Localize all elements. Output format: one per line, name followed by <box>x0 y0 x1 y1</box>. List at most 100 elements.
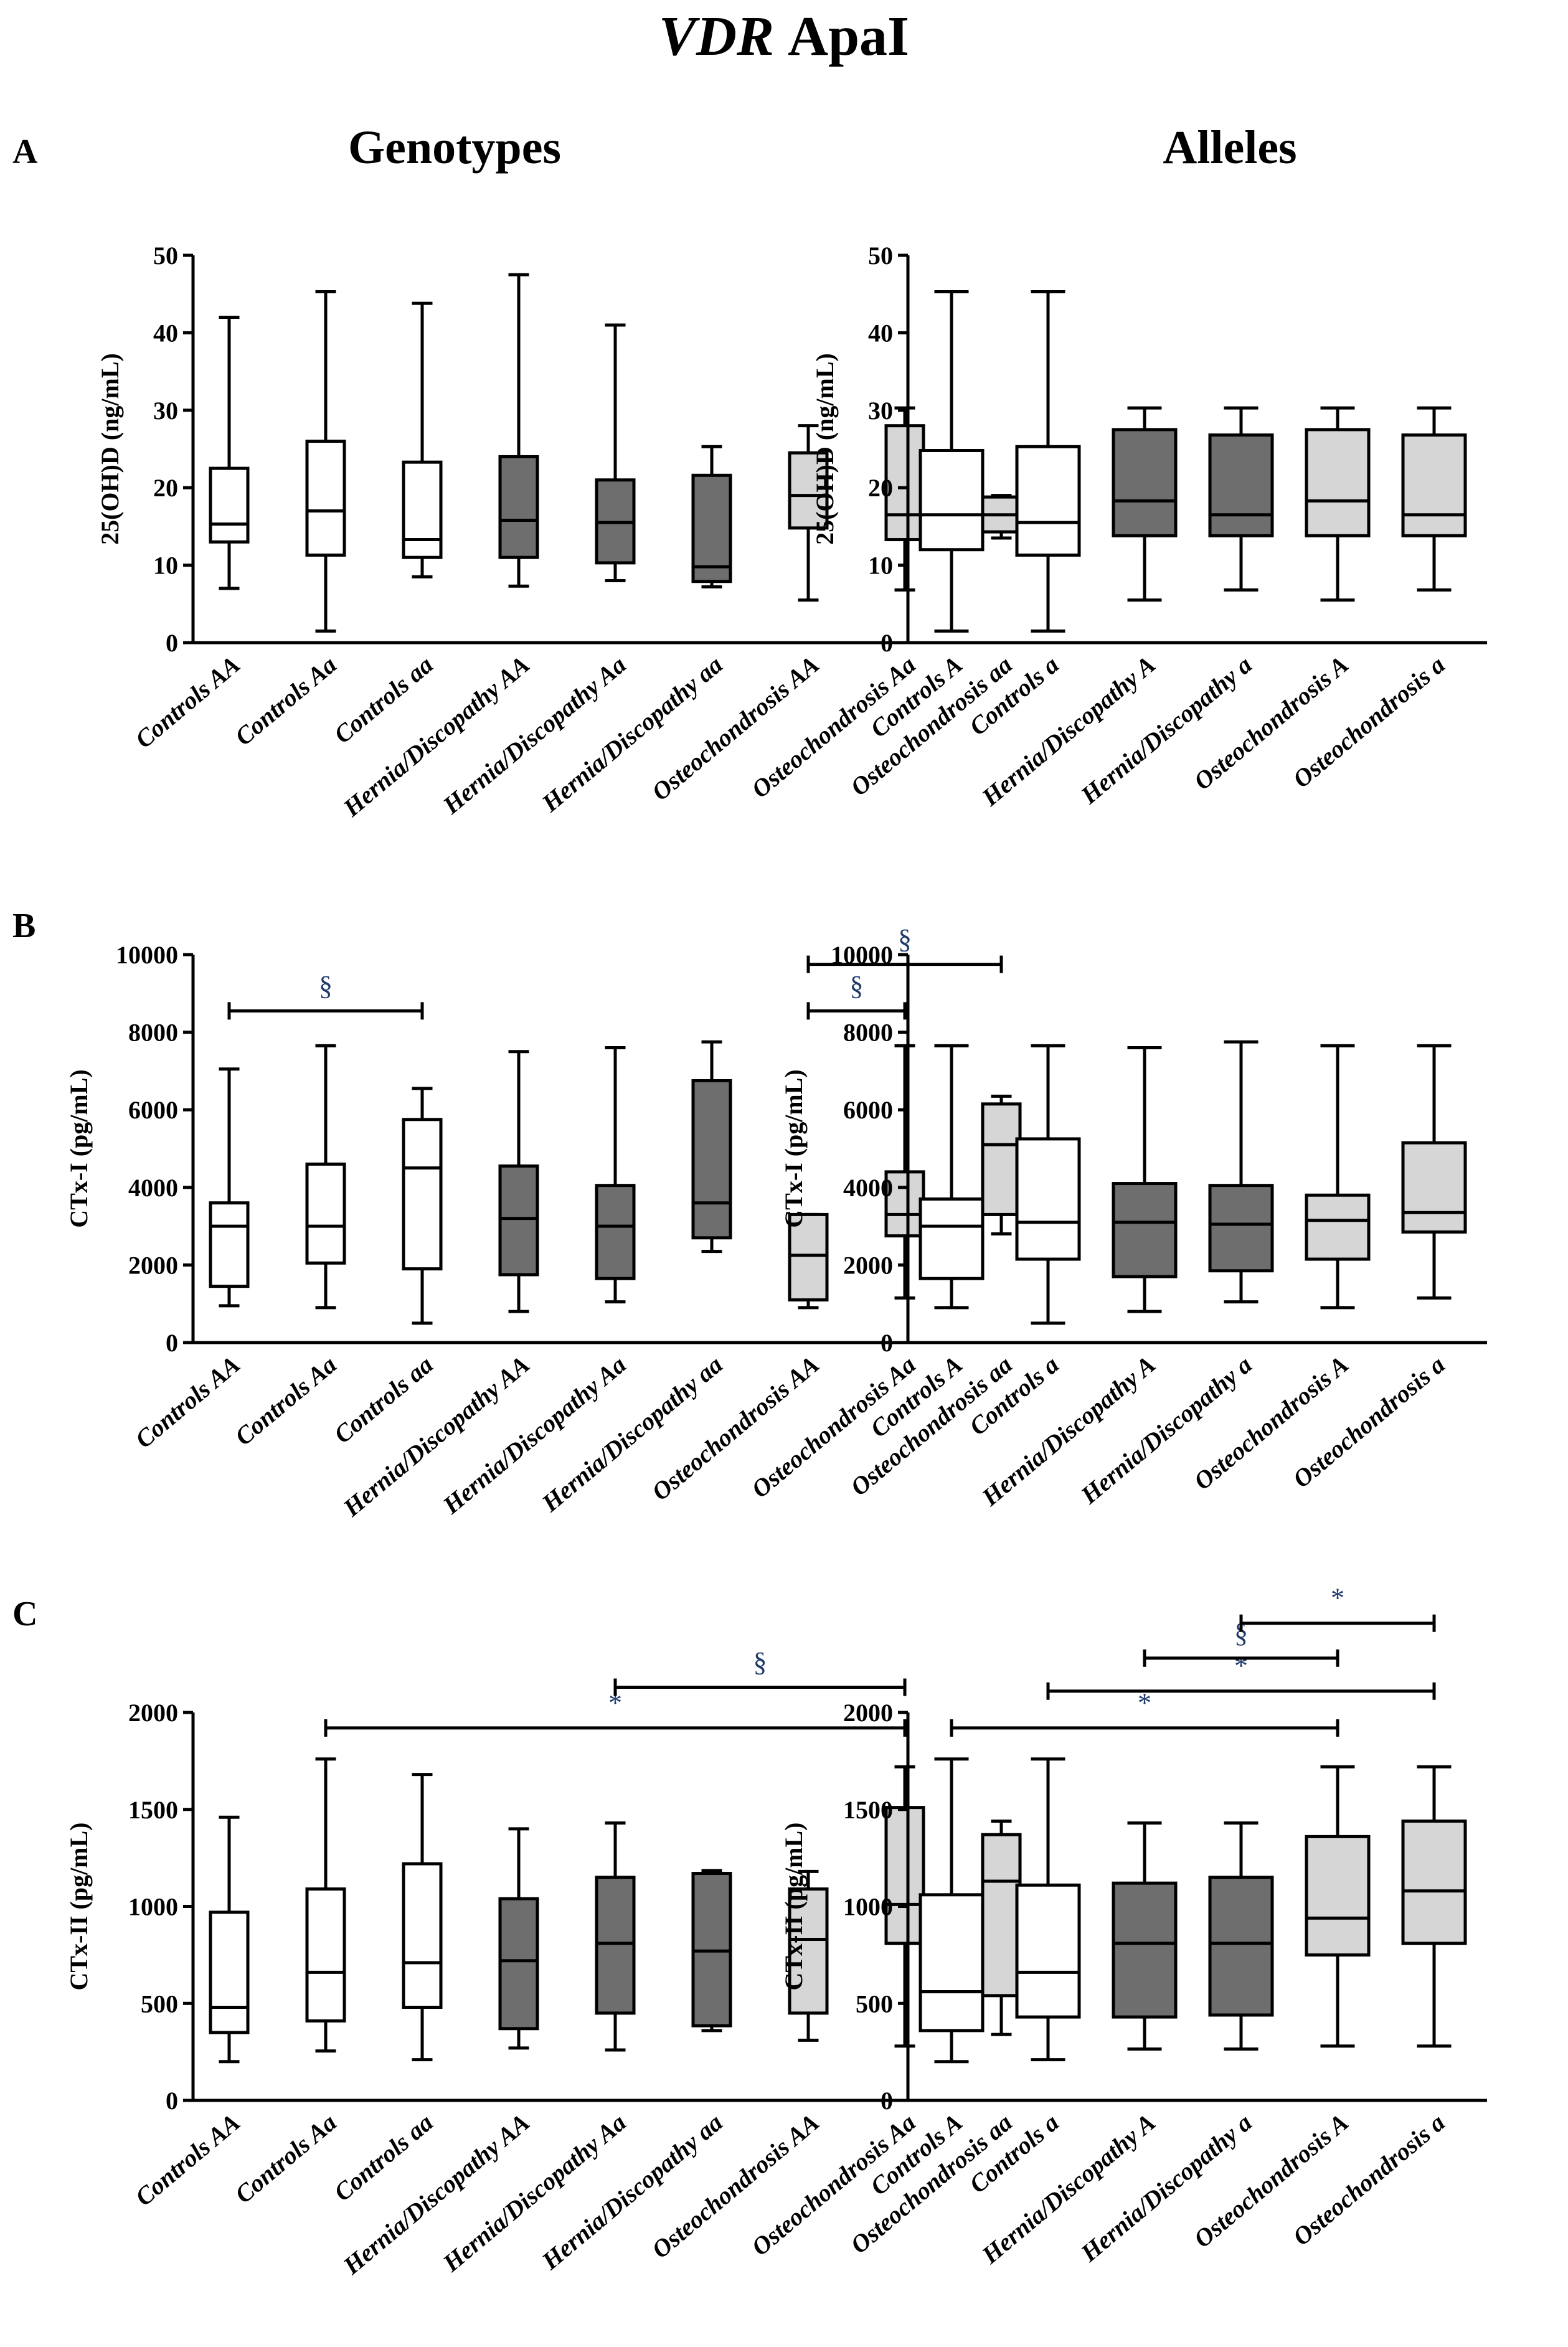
x-category-label: Hernia/Discopathy AA <box>338 1350 535 1522</box>
box-iqr <box>305 1887 346 2023</box>
significance-bracket: * <box>1239 1583 1436 1632</box>
box-controls-aa: Controls AA <box>130 316 250 753</box>
chart-B-genotypes: 0 2000 4000 6000 8000 10000 CTx-I (pg/mL) Contr… <box>65 924 1042 1523</box>
y-axis-label: CTx-II (pg/mL) <box>65 1822 93 1990</box>
y-tick-label: 0 <box>166 629 178 657</box>
significance-bracket: § <box>227 970 424 1020</box>
significance-bracket: § <box>806 924 1003 973</box>
y-tick-label: 50 <box>153 242 178 270</box>
box-iqr <box>919 448 985 552</box>
y-tick-label: 50 <box>868 242 893 270</box>
box-iqr <box>884 1170 925 1238</box>
x-category-label: Hernia/Discopathy Aa <box>437 650 631 819</box>
x-category-label: Controls AA <box>130 2108 245 2211</box>
title-gene: VDR <box>659 6 774 67</box>
y-tick-label: 1500 <box>128 1796 178 1824</box>
y-tick-label: 30 <box>868 397 893 425</box>
box-iqr <box>1305 1835 1371 1957</box>
x-category-label: Hernia/Discopathy aa <box>536 1350 728 1518</box>
x-category-label: Hernia/Discopathy AA <box>338 2108 535 2280</box>
y-tick-label: 10 <box>153 552 178 580</box>
y-tick-label: 0 <box>166 2087 178 2115</box>
box-iqr <box>1401 433 1467 537</box>
box-osteochondrosis-aa: Osteochondrosis aa <box>845 1819 1022 2259</box>
box-iqr <box>498 1164 539 1277</box>
box-iqr <box>919 1197 985 1280</box>
box-iqr <box>1015 1137 1081 1261</box>
y-tick-label: 8000 <box>128 1019 178 1047</box>
y-tick-label: 40 <box>153 319 178 347</box>
bracket-significance-label: * <box>1331 1583 1344 1613</box>
box-iqr <box>1015 1883 1081 2019</box>
significance-bracket: * <box>950 1688 1339 1737</box>
y-tick-label: 4000 <box>843 1174 893 1202</box>
y-tick-label: 1500 <box>843 1796 893 1824</box>
x-category-label: Osteochondrosis AA <box>646 650 824 806</box>
y-axis-label: CTx-I (pg/mL) <box>65 1069 93 1227</box>
y-tick-label: 10000 <box>831 941 893 969</box>
box-iqr <box>1112 1881 1178 2019</box>
box-iqr <box>919 1893 985 2033</box>
x-category-label: Controls Aa <box>230 2108 342 2208</box>
y-axis-label: CTx-II (pg/mL) <box>780 1822 808 1990</box>
y-tick-label: 30 <box>153 397 178 425</box>
box-iqr <box>788 1212 829 1301</box>
box-controls-a: Controls A <box>865 1044 985 1443</box>
box-iqr <box>691 473 732 583</box>
y-tick-label: 500 <box>141 1990 178 2018</box>
box-iqr <box>402 460 443 559</box>
bracket-significance-label: * <box>1234 1651 1248 1681</box>
y-tick-label: 20 <box>868 474 893 502</box>
y-tick-label: 10000 <box>116 941 178 969</box>
box-iqr <box>209 1201 250 1288</box>
box-iqr <box>981 1102 1022 1216</box>
box-iqr <box>1305 428 1371 537</box>
x-category-label: Hernia/Discopathy Aa <box>437 1350 631 1519</box>
y-tick-label: 1000 <box>843 1893 893 1921</box>
box-osteochondrosis-aa: Osteochondrosis Aa <box>746 1044 925 1503</box>
x-category-label: Controls AA <box>130 1350 245 1453</box>
bracket-significance-label: § <box>850 970 864 1001</box>
panel-label-a: A <box>12 133 38 171</box>
y-tick-label: 10 <box>868 552 893 580</box>
x-category-label: Controls Aa <box>230 650 342 750</box>
box-iqr <box>305 1162 346 1265</box>
y-tick-label: 0 <box>166 1329 178 1357</box>
box-iqr <box>402 1118 443 1271</box>
x-category-label: Hernia/Discopathy a <box>1075 2108 1257 2267</box>
box-iqr <box>788 1887 829 2015</box>
x-category-label: Hernia/Discopathy a <box>1075 1350 1257 1509</box>
column-header-alleles: Alleles <box>1163 121 1296 174</box>
box-iqr <box>884 1806 925 1945</box>
box-iqr <box>402 1862 443 2009</box>
box-controls-aa: Controls aa <box>329 1087 443 1449</box>
box-iqr <box>1208 1184 1274 1273</box>
box-iqr <box>1112 428 1178 537</box>
y-tick-label: 500 <box>856 1990 893 2018</box>
x-category-label: Hernia/Discopathy AA <box>338 650 535 822</box>
box-iqr <box>209 466 250 544</box>
bracket-significance-label: * <box>1138 1688 1151 1718</box>
bracket-significance-label: § <box>319 970 333 1001</box>
x-category-label: Hernia/Discopathy Aa <box>437 2108 631 2277</box>
y-tick-label: 0 <box>881 629 893 657</box>
y-tick-label: 2000 <box>128 1251 178 1279</box>
box-iqr <box>498 455 539 559</box>
y-tick-label: 0 <box>881 1329 893 1357</box>
box-iqr <box>788 451 829 530</box>
box-iqr <box>305 440 346 557</box>
box-osteochondrosis-a: Osteochondrosis a <box>1287 1044 1467 1493</box>
bracket-significance-label: § <box>753 1647 767 1678</box>
y-tick-label: 2000 <box>128 1699 178 1727</box>
box-osteochondrosis-aa: Osteochondrosis aa <box>845 1094 1022 1501</box>
significance-bracket: § <box>613 1647 907 1696</box>
x-category-label: Controls AA <box>130 650 245 753</box>
y-tick-label: 40 <box>868 319 893 347</box>
panel-label-b: B <box>12 907 35 945</box>
y-tick-label: 4000 <box>128 1174 178 1202</box>
x-category-label: Osteochondrosis AA <box>646 2108 824 2264</box>
box-iqr <box>981 1833 1022 1998</box>
title-snp: ApaI <box>788 6 909 67</box>
